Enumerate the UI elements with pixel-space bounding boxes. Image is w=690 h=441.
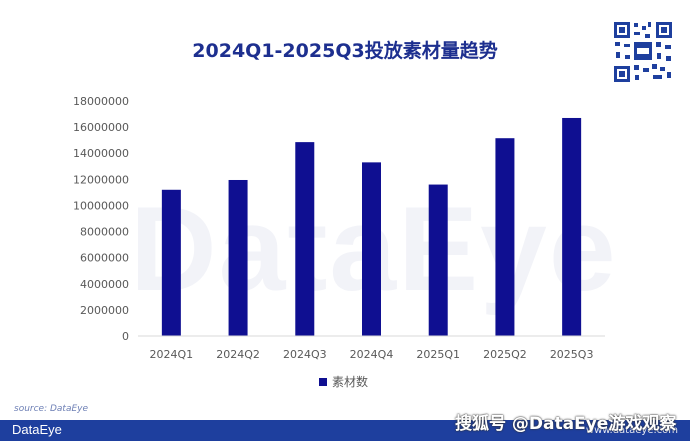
bar-chart: 0 2000000 4000000 6000000 8000000 10000000 120… (73, 95, 605, 389)
legend-swatch (319, 378, 327, 386)
bar-2024Q3 (295, 142, 315, 336)
bar-2025Q2 (495, 138, 515, 336)
y-tick-label: 12000000 (73, 173, 129, 186)
x-tick-label: 2025Q1 (416, 348, 460, 361)
sohu-watermark: 搜狐号 @DataEye游戏观察 (455, 414, 677, 434)
footer-url: www.dataeye.com (585, 425, 678, 436)
source-note: source: DataEye (14, 404, 89, 414)
y-tick-label: 0 (122, 330, 129, 343)
x-tick-label: 2025Q3 (550, 348, 594, 361)
x-tick-label: 2024Q1 (150, 348, 194, 361)
y-tick-label: 16000000 (73, 121, 129, 134)
legend-label: 素材数 (332, 374, 368, 389)
bar-2024Q1 (161, 189, 181, 336)
y-tick-label: 10000000 (73, 199, 129, 212)
bar-2024Q2 (228, 179, 248, 336)
bar-2025Q3 (562, 117, 582, 336)
legend: 素材数 (319, 374, 368, 389)
y-tick-label: 4000000 (80, 278, 129, 291)
x-tick-label: 2024Q2 (216, 348, 260, 361)
bar-2024Q4 (362, 162, 381, 336)
x-tick-label: 2025Q2 (483, 348, 527, 361)
x-tick-label: 2024Q3 (283, 348, 327, 361)
footer-bar: DataEye www.dataeye.com (0, 420, 690, 441)
y-tick-label: 14000000 (73, 147, 129, 160)
y-tick-label: 8000000 (80, 226, 129, 239)
y-tick-label: 6000000 (80, 252, 129, 265)
qr-code-icon (612, 20, 674, 84)
x-tick-label: 2024Q4 (350, 348, 394, 361)
bar-2025Q1 (428, 184, 448, 336)
y-tick-label: 2000000 (80, 304, 129, 317)
y-tick-label: 18000000 (73, 95, 129, 108)
chart-title: 2024Q1-2025Q3投放素材量趋势 (192, 40, 498, 62)
footer-brand-logo: DataEye (12, 422, 62, 437)
